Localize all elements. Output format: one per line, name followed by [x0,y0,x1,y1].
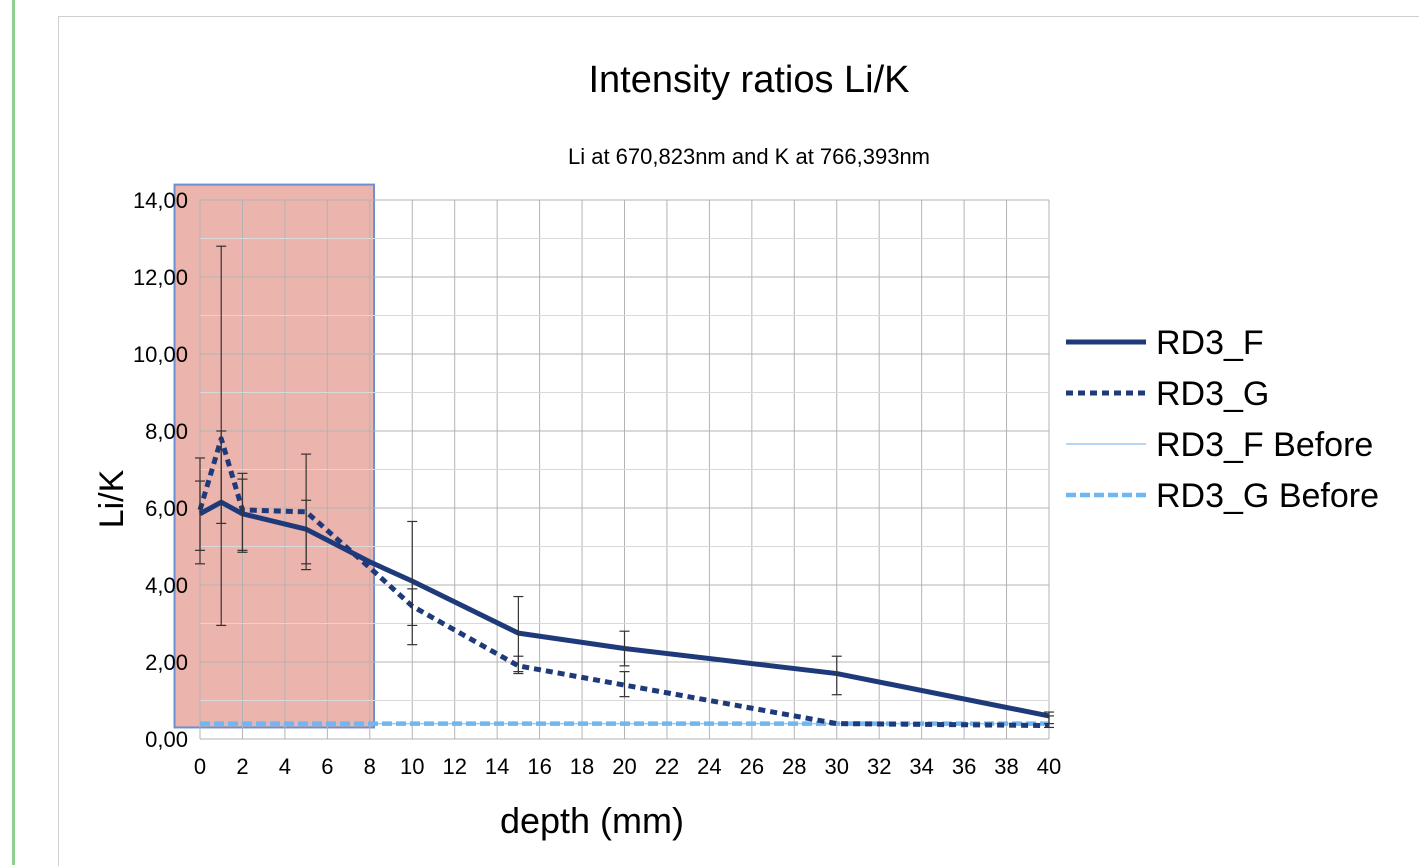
legend-label: RD3_F [1156,324,1264,362]
x-tick-label: 14 [485,754,509,779]
x-axis-label: depth (mm) [500,800,684,841]
x-tick-label: 4 [279,754,291,779]
chart-title: Intensity ratios Li/K [588,59,909,101]
x-tick-label: 40 [1037,754,1061,779]
x-tick-label: 22 [655,754,679,779]
x-tick-label: 32 [867,754,891,779]
legend-label: RD3_G [1156,375,1269,413]
x-tick-label: 10 [400,754,424,779]
x-tick-label: 6 [321,754,333,779]
x-tick-label: 0 [194,754,206,779]
x-tick-label: 16 [527,754,551,779]
chart-panel: Intensity ratios Li/K Li at 670,823nm an… [58,16,1419,866]
highlight-region [173,183,376,729]
legend: RD3_F RD3_G RD3_F Before RD3_G Before [1066,324,1379,515]
legend-label: RD3_F Before [1156,426,1373,464]
y-axis-label: Li/K [93,469,131,528]
legend-label: RD3_G Before [1156,477,1379,515]
x-tick-label: 12 [442,754,466,779]
x-tick-label: 18 [570,754,594,779]
series-layer [197,436,1050,729]
series-line-rd3_f [198,499,1050,719]
x-tick-label: 34 [909,754,933,779]
y-tick-label: 8,00 [145,419,188,444]
left-accent-border [12,0,15,865]
x-tick-label: 2 [236,754,248,779]
x-tick-label: 24 [697,754,721,779]
highlight-rect [173,183,376,729]
y-tick-label: 2,00 [145,650,188,675]
x-tick-label: 36 [952,754,976,779]
chart-subtitle: Li at 670,823nm and K at 766,393nm [568,144,930,169]
plot-grid [199,199,1050,740]
y-tick-label: 10,00 [133,342,188,367]
x-tick-label: 28 [782,754,806,779]
series-line-rd3_g [197,436,1050,729]
y-tick-label: 6,00 [145,496,188,521]
y-tick-label: 0,00 [145,727,188,752]
x-tick-label: 30 [825,754,849,779]
error-bars [195,245,1054,729]
x-tick-label: 20 [612,754,636,779]
y-tick-label: 14,00 [133,188,188,213]
y-tick-label: 4,00 [145,573,188,598]
chart-svg: Intensity ratios Li/K Li at 670,823nm an… [93,59,1379,841]
y-tick-label: 12,00 [133,265,188,290]
tick-labels: 0 2 4 6 8 10 12 14 16 18 20 22 24 26 28 30 32 34 36 38 400,0… [133,188,1061,779]
x-tick-label: 26 [740,754,764,779]
x-tick-label: 38 [994,754,1018,779]
x-tick-label: 8 [364,754,376,779]
